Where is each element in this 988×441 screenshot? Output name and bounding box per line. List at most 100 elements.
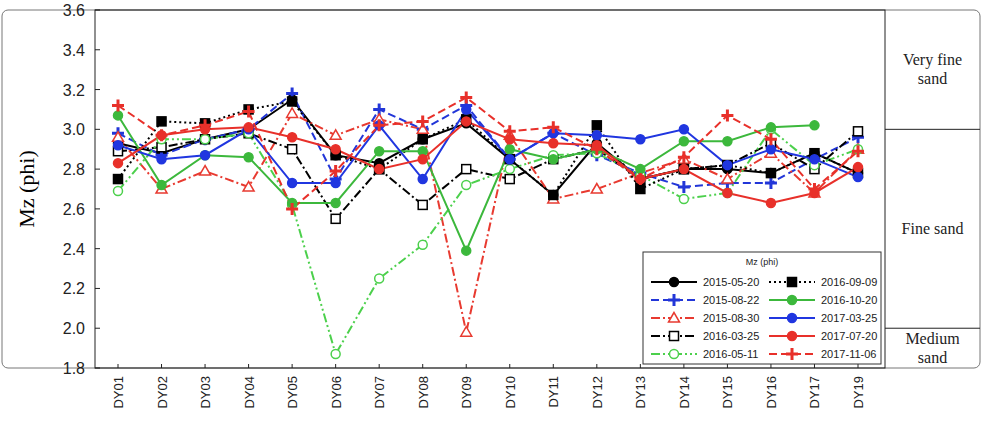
legend-label: 2016-05-11 <box>703 348 758 360</box>
legend-marker <box>670 278 679 287</box>
y-tick-label: 3.0 <box>63 121 85 138</box>
x-tick <box>596 364 597 368</box>
x-tick-label: DY03 <box>198 376 213 409</box>
point-marker <box>418 240 427 249</box>
point-marker <box>286 203 298 215</box>
legend-label: 2016-10-20 <box>821 294 877 306</box>
point-marker <box>854 173 863 182</box>
zone-boundary <box>885 328 980 329</box>
x-tick <box>292 364 293 368</box>
point-marker <box>114 175 123 184</box>
y-tick-label: 2.0 <box>63 320 85 337</box>
x-tick <box>683 364 684 368</box>
y-tick <box>95 328 100 329</box>
point-marker <box>330 165 342 177</box>
point-marker <box>201 135 210 144</box>
point-marker <box>636 165 645 174</box>
point-marker <box>243 182 254 192</box>
point-marker <box>201 135 210 144</box>
point-marker <box>505 145 514 154</box>
point-marker <box>243 105 255 117</box>
point-marker <box>636 135 645 144</box>
series-line <box>118 131 858 219</box>
point-marker <box>679 194 688 203</box>
point-marker <box>244 153 253 162</box>
point-marker <box>723 161 732 170</box>
point-marker <box>679 165 688 174</box>
legend-marker <box>670 350 679 359</box>
point-marker <box>723 161 732 170</box>
y-tick <box>95 169 100 170</box>
point-marker <box>330 130 341 140</box>
x-tick-label: DY06 <box>329 376 344 409</box>
point-marker <box>461 327 472 337</box>
y-tick-label: 2.8 <box>63 161 85 178</box>
point-marker <box>156 129 168 141</box>
point-marker <box>199 119 211 131</box>
point-marker <box>418 135 427 144</box>
point-marker <box>634 173 646 185</box>
point-marker <box>375 165 384 174</box>
x-tick-label: DY08 <box>416 376 431 409</box>
series-line <box>118 109 858 183</box>
point-marker <box>505 155 514 164</box>
legend-marker <box>669 313 680 323</box>
zone-label: Mediumsand <box>905 330 960 366</box>
legend-marker <box>786 348 798 360</box>
point-marker <box>549 190 558 199</box>
point-marker <box>462 117 471 126</box>
y-tick <box>95 49 100 50</box>
point-marker <box>854 163 863 172</box>
point-marker <box>288 97 297 106</box>
point-marker <box>679 137 688 146</box>
x-tick <box>161 364 162 368</box>
y-tick-label: 1.8 <box>63 360 85 377</box>
zone-label-line: Medium <box>905 330 960 347</box>
legend-label: 2017-07-20 <box>821 330 877 342</box>
point-marker <box>373 119 385 131</box>
point-marker <box>288 145 297 154</box>
point-marker <box>331 179 340 188</box>
point-marker <box>201 151 210 160</box>
legend-marker <box>788 278 797 287</box>
x-tick-label: DY14 <box>677 376 692 409</box>
legend-label: 2017-11-06 <box>821 348 876 360</box>
zone-label-line: Fine sand <box>902 220 964 237</box>
point-marker <box>723 188 732 197</box>
point-marker <box>854 127 863 136</box>
y-tick <box>95 10 100 11</box>
zone-label-line: sand <box>918 70 947 87</box>
y-tick-label: 2.4 <box>63 241 85 258</box>
outer-frame <box>2 10 980 368</box>
point-marker <box>678 181 690 193</box>
x-tick-label: DY12 <box>590 376 605 409</box>
x-tick <box>553 364 554 368</box>
point-marker <box>331 214 340 223</box>
series-line <box>118 129 858 354</box>
x-tick <box>118 364 119 368</box>
point-marker <box>112 99 124 111</box>
y-tick-label: 3.6 <box>63 2 85 19</box>
point-marker <box>505 175 514 184</box>
y-tick <box>95 129 100 130</box>
point-marker <box>505 165 514 174</box>
point-marker <box>462 181 471 190</box>
point-marker <box>201 151 210 160</box>
x-tick-label: DY16 <box>764 376 779 409</box>
x-tick <box>640 364 641 368</box>
y-tick-label: 3.4 <box>63 42 85 59</box>
point-marker <box>114 159 123 168</box>
point-marker <box>375 165 384 174</box>
x-tick-label: DY04 <box>242 376 257 409</box>
point-marker <box>418 200 427 209</box>
x-tick-label: DY01 <box>111 376 126 409</box>
point-marker <box>375 147 384 156</box>
legend-marker <box>788 332 797 341</box>
x-tick <box>727 364 728 368</box>
zone-boundary <box>885 129 980 130</box>
legend-marker <box>788 314 797 323</box>
y-tick <box>95 368 100 369</box>
x-tick-label: DY17 <box>807 376 822 409</box>
x-tick <box>248 364 249 368</box>
point-marker <box>201 135 210 144</box>
